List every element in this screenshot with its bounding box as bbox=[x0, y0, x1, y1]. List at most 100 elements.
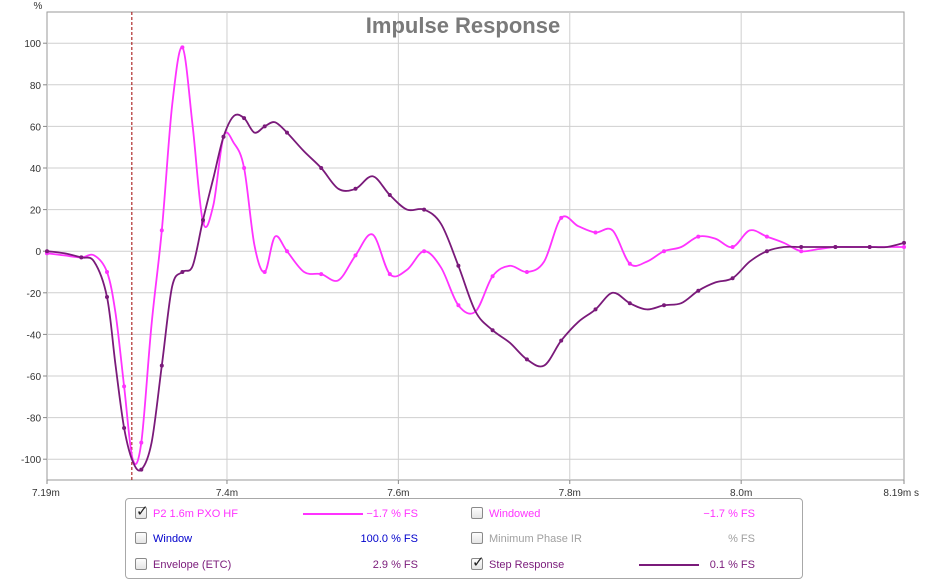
legend-label: P2 1.6m PXO HF bbox=[153, 508, 238, 520]
x-tick-label: 7.19m bbox=[32, 488, 60, 497]
envelope-checkbox[interactable] bbox=[135, 558, 147, 570]
legend-value: % FS bbox=[728, 533, 755, 545]
data-point bbox=[524, 270, 529, 274]
data-point bbox=[456, 303, 461, 308]
data-point bbox=[490, 328, 495, 333]
data-point bbox=[387, 193, 392, 197]
data-point bbox=[902, 240, 906, 245]
legend-row-minimum-phase[interactable]: Minimum Phase IR % FS bbox=[471, 529, 756, 549]
plot-area[interactable] bbox=[46, 11, 905, 481]
legend-panel: ✓ P2 1.6m PXO HF −1.7 % FS Windowed −1.7… bbox=[125, 498, 803, 579]
data-point bbox=[696, 234, 701, 239]
data-point bbox=[159, 363, 164, 368]
data-point bbox=[456, 263, 461, 268]
legend-swatch bbox=[639, 564, 699, 566]
data-point bbox=[285, 130, 289, 135]
legend-label: Envelope (ETC) bbox=[153, 559, 232, 571]
x-tick-label: 8.0m bbox=[730, 488, 752, 497]
x-axis-ticks: 7.19m 7.4m 7.6m 7.8m 8.0m 8.19m s bbox=[32, 480, 919, 497]
legend-label: Step Response bbox=[489, 559, 565, 571]
data-point bbox=[833, 245, 838, 249]
legend-value: 0.1 % FS bbox=[709, 559, 755, 571]
data-point bbox=[262, 124, 267, 129]
data-point bbox=[353, 186, 358, 191]
x-tick-label: 7.4m bbox=[216, 488, 238, 497]
data-point bbox=[490, 274, 495, 279]
data-point bbox=[422, 249, 427, 254]
data-point bbox=[105, 270, 109, 274]
data-point bbox=[201, 218, 205, 222]
x-tick-label: 8.19m s bbox=[883, 488, 919, 497]
data-point bbox=[122, 384, 127, 389]
legend-row-window[interactable]: Window 100.0 % FS bbox=[135, 529, 418, 549]
y-tick-label: 80 bbox=[30, 81, 42, 92]
checkmark-icon: ✓ bbox=[472, 553, 485, 571]
legend-row-p2[interactable]: ✓ P2 1.6m PXO HF −1.7 % FS bbox=[135, 502, 418, 524]
y-tick-label: -60 bbox=[27, 372, 42, 383]
window-checkbox[interactable] bbox=[135, 532, 147, 544]
y-tick-label: 40 bbox=[30, 164, 42, 175]
series-line-step-response bbox=[46, 113, 905, 472]
legend-label: Windowed bbox=[489, 508, 541, 520]
data-point bbox=[696, 288, 701, 293]
data-point bbox=[180, 45, 185, 50]
data-point bbox=[559, 215, 564, 220]
data-point bbox=[730, 245, 735, 249]
checkmark-icon: ✓ bbox=[136, 502, 149, 520]
data-point bbox=[764, 249, 769, 254]
data-point bbox=[319, 272, 324, 277]
data-point bbox=[180, 270, 185, 274]
y-tick-label: -20 bbox=[27, 289, 42, 300]
data-point bbox=[122, 426, 127, 430]
gridlines bbox=[47, 12, 904, 480]
minimum-phase-checkbox[interactable] bbox=[471, 532, 483, 544]
data-point bbox=[524, 357, 529, 362]
data-point bbox=[627, 301, 632, 306]
series-step-response bbox=[45, 113, 906, 472]
step-response-checkbox[interactable]: ✓ bbox=[471, 553, 485, 571]
legend-row-envelope[interactable]: Envelope (ETC) 2.9 % FS bbox=[135, 555, 418, 575]
data-point bbox=[242, 166, 247, 170]
data-point bbox=[139, 467, 144, 472]
y-tick-label: -40 bbox=[27, 330, 42, 341]
legend-value: 100.0 % FS bbox=[360, 533, 418, 545]
x-tick-label: 7.6m bbox=[387, 488, 409, 497]
legend-value: −1.7 % FS bbox=[366, 508, 418, 520]
y-tick-label: 100 bbox=[24, 39, 41, 50]
data-point bbox=[79, 255, 84, 260]
legend-swatch bbox=[303, 513, 363, 515]
legend-row-windowed[interactable]: Windowed −1.7 % FS bbox=[471, 504, 756, 524]
legend-label: Window bbox=[153, 533, 193, 545]
data-point bbox=[387, 272, 392, 277]
data-point bbox=[799, 245, 804, 249]
data-point bbox=[242, 116, 247, 121]
legend-row-step-response[interactable]: ✓ Step Response 0.1 % FS bbox=[471, 553, 756, 575]
y-tick-label: -80 bbox=[27, 414, 42, 425]
data-point bbox=[353, 253, 358, 258]
data-point bbox=[730, 276, 735, 281]
y-tick-label: 20 bbox=[30, 206, 42, 217]
data-point bbox=[422, 207, 427, 212]
data-point bbox=[662, 249, 666, 254]
windowed-checkbox[interactable] bbox=[471, 507, 483, 519]
legend-value: 2.9 % FS bbox=[372, 559, 418, 571]
data-point bbox=[559, 338, 564, 343]
data-point bbox=[285, 249, 289, 254]
y-axis-unit-label: % bbox=[34, 1, 43, 12]
data-point bbox=[319, 166, 324, 170]
data-point bbox=[105, 295, 109, 299]
data-point bbox=[764, 234, 769, 239]
legend-label: Minimum Phase IR bbox=[489, 533, 582, 545]
data-point bbox=[627, 261, 632, 266]
data-point bbox=[867, 245, 872, 249]
p2-checkbox[interactable]: ✓ bbox=[135, 502, 149, 520]
data-point bbox=[139, 440, 144, 445]
y-tick-label: 0 bbox=[35, 247, 41, 258]
data-point bbox=[593, 307, 598, 312]
x-tick-label: 7.8m bbox=[559, 488, 581, 497]
data-point bbox=[902, 245, 906, 249]
data-point bbox=[262, 270, 267, 274]
chart-title: Impulse Response bbox=[366, 13, 560, 38]
legend-value: −1.7 % FS bbox=[703, 508, 755, 520]
